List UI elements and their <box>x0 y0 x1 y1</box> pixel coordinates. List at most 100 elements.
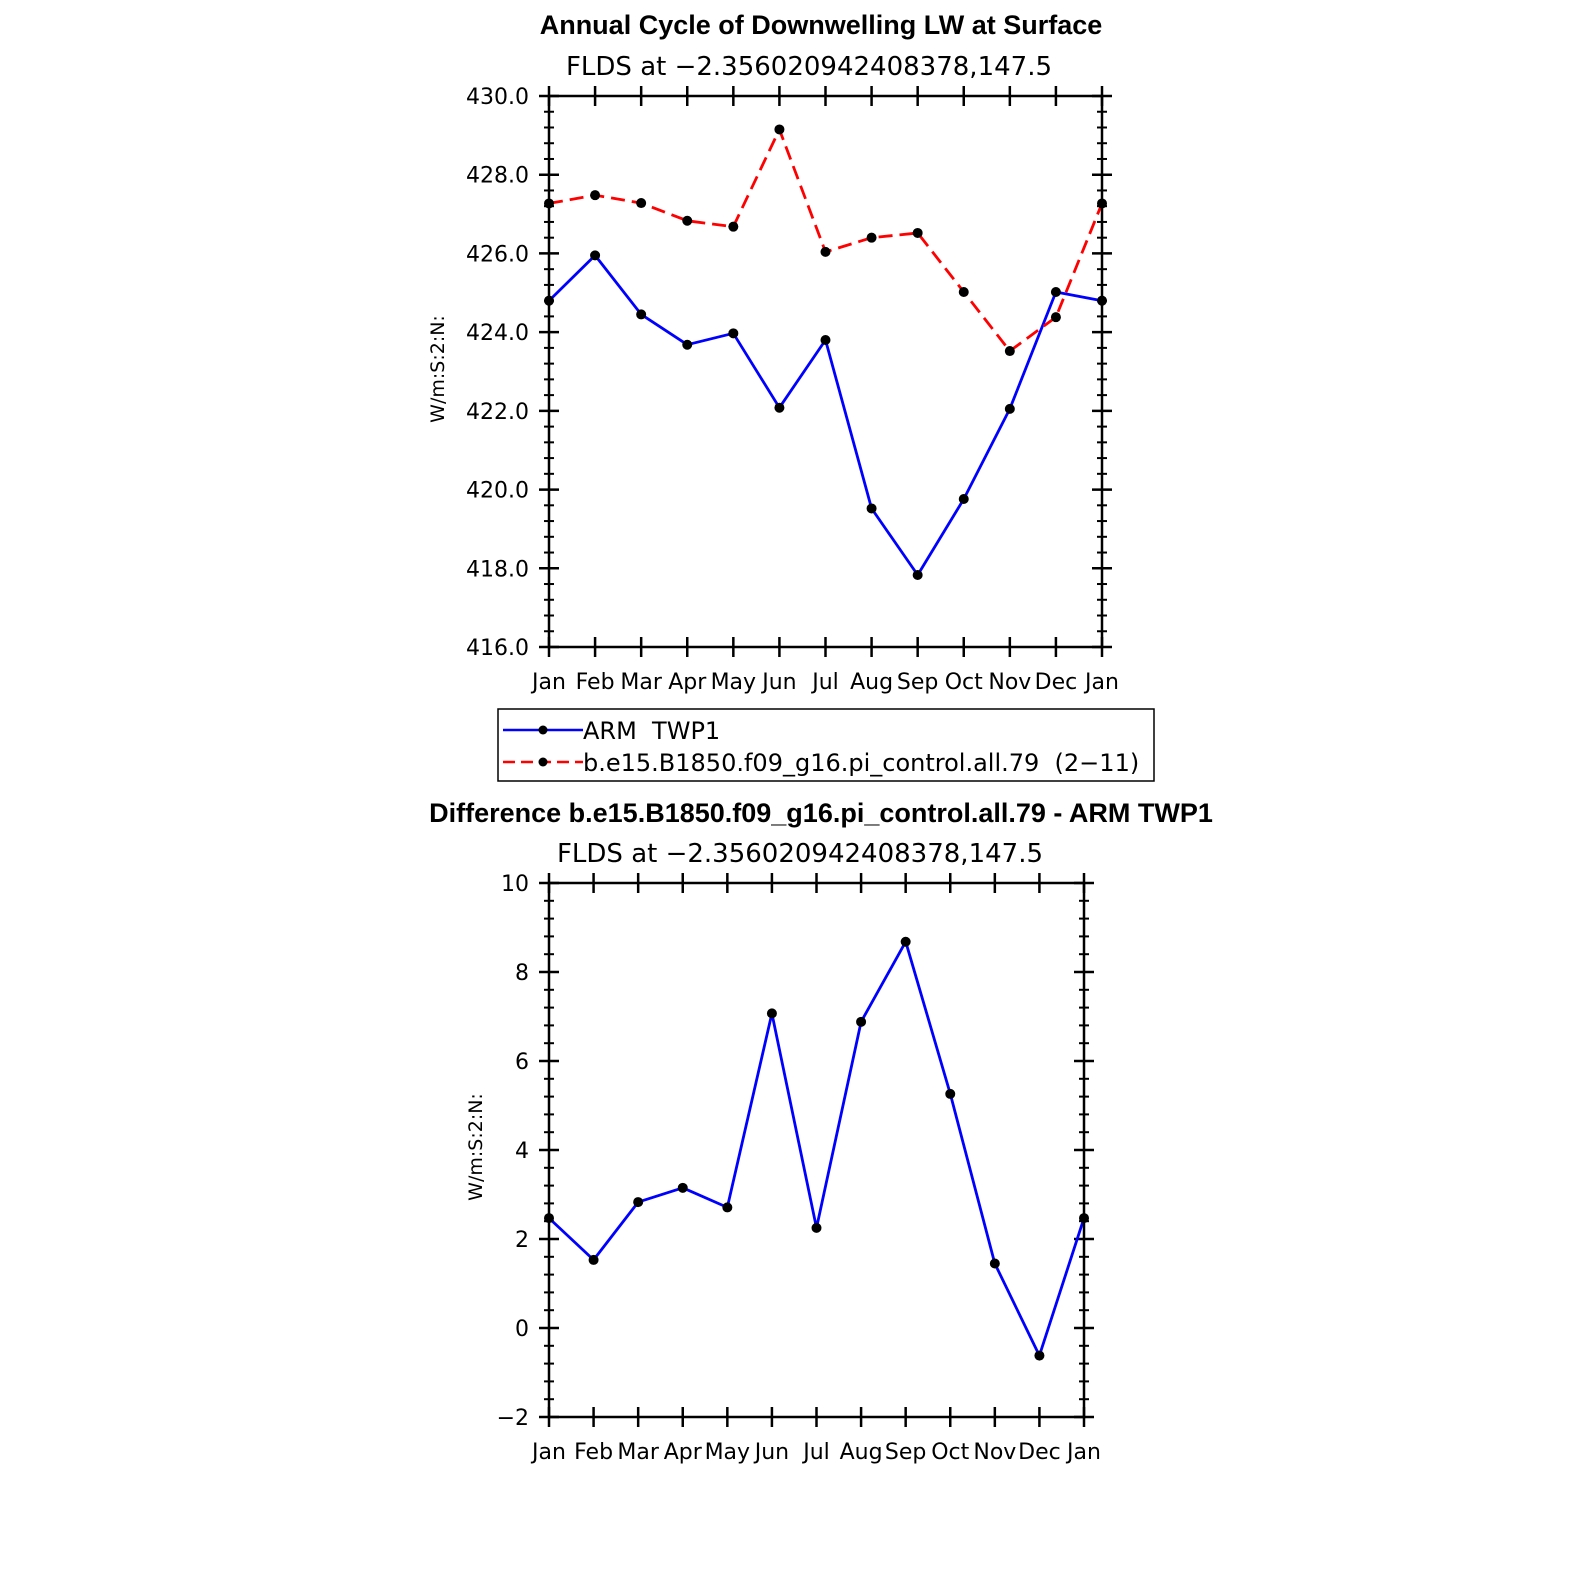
top-chart-xtick-label: Nov <box>988 670 1031 695</box>
bottom-chart-xtick-label: Jan <box>1065 1440 1101 1465</box>
bottom-chart-ytick-label: 8 <box>515 961 529 986</box>
legend-label-series-2: b.e15.B1850.f09_g16.pi_control.all.79 (2… <box>583 749 1139 777</box>
top-chart-series-2-point <box>820 246 831 257</box>
bottom-chart-xtick-label: Sep <box>885 1440 926 1465</box>
top-chart-xtick-label: Aug <box>850 670 893 695</box>
top-chart-ylabel: W/m:S:2:N: <box>427 315 449 423</box>
top-chart-ytick-label: 416.0 <box>466 636 529 661</box>
top-chart-xtick-label: Dec <box>1035 670 1078 695</box>
bottom-chart-xtick-label: Feb <box>574 1440 613 1465</box>
top-chart-series-2-point <box>774 124 785 135</box>
bottom-chart-xtick-label: Jan <box>530 1440 566 1465</box>
top-chart-series-1-point <box>958 494 969 505</box>
bottom-chart-xtick-label: Jul <box>801 1440 830 1465</box>
top-chart-series-2-point <box>682 215 693 226</box>
legend-entry-arm: ARM TWP1 <box>503 717 720 745</box>
top-chart-ytick-label: 420.0 <box>466 479 529 504</box>
bottom-chart-xtick-label: Aug <box>840 1440 883 1465</box>
top-chart-series-1-point <box>590 250 601 261</box>
top-chart-series-1-point <box>1004 403 1015 414</box>
top-chart-series-2-point <box>590 190 601 201</box>
bottom-chart-series-1-point <box>722 1202 733 1213</box>
bottom-chart-series-1-point <box>1034 1350 1045 1361</box>
bottom-chart-ytick-label: 4 <box>515 1139 529 1164</box>
bottom-chart-series-1-point <box>766 1008 777 1019</box>
top-chart-series-1-point <box>912 569 923 580</box>
bottom-chart-ytick-label: 2 <box>515 1228 529 1253</box>
top-chart-frame <box>547 94 1104 649</box>
legend-swatch-marker <box>538 725 548 735</box>
bottom-chart-ylabel: W/m:S:2:N: <box>465 1093 487 1201</box>
bottom-chart-series-1-point <box>989 1258 1000 1269</box>
bottom-chart-series-1-point <box>811 1222 822 1233</box>
bottom-chart-series-1-line <box>548 940 1086 1357</box>
top-chart-xtick-label: Oct <box>945 670 983 695</box>
top-chart-series-2-point <box>958 286 969 297</box>
bottom-chart-series-1-point <box>633 1197 644 1208</box>
top-chart-xtick-label: Jul <box>810 670 839 695</box>
top-chart-ytick-label: 422.0 <box>466 400 529 425</box>
bottom-chart-series-1-point <box>588 1254 599 1265</box>
top-chart-series-1-point <box>774 402 785 413</box>
top-chart-xtick-label: Apr <box>668 670 707 695</box>
top-chart-xtick-label: Mar <box>620 670 662 695</box>
top-chart-ytick-label: 424.0 <box>466 321 529 346</box>
top-chart-series-2-point <box>636 198 647 209</box>
top-chart-plot-area <box>544 124 1107 580</box>
top-chart-series-2-point <box>912 227 923 238</box>
bottom-chart-xtick-label: Apr <box>664 1440 703 1465</box>
bottom-chart-series-1-point <box>856 1016 867 1027</box>
bottom-chart-series-1-point <box>677 1182 688 1193</box>
top-chart-xtick-label: Jan <box>1083 670 1119 695</box>
bottom-chart-ytick-label: 6 <box>515 1050 529 1075</box>
top-chart-series-1-point <box>1050 286 1061 297</box>
top-chart-xtick-label: Jun <box>760 670 796 695</box>
bottom-chart-xtick-label: Mar <box>617 1440 659 1465</box>
top-chart-series-2-point <box>728 221 739 232</box>
bottom-chart-subtitle: FLDS at −2.356020942408378,147.5 <box>557 839 1043 869</box>
bottom-chart-xtick-label: May <box>705 1440 750 1465</box>
top-chart-series-2-line <box>548 128 1104 353</box>
top-chart-series-1-point <box>682 339 693 350</box>
legend-swatch-marker <box>538 757 548 767</box>
bottom-chart-xtick-label: Oct <box>931 1440 969 1465</box>
bottom-chart-xtick-label: Jun <box>753 1440 789 1465</box>
top-chart-axes: 416.0 418.0 420.0 422.0 424.0 426.0 428.0 430.0… <box>466 85 1119 695</box>
top-chart-series-1-line <box>548 253 1103 577</box>
legend-box <box>497 708 1155 782</box>
bottom-chart-series-1-point <box>945 1088 956 1099</box>
top-chart: Annual Cycle of Downwelling LW at Surfac… <box>427 10 1119 695</box>
bottom-chart-plot-area <box>544 936 1089 1361</box>
top-chart-series-1-point <box>728 328 739 339</box>
top-chart-ytick-label: 418.0 <box>466 557 529 582</box>
legend-entry-model: b.e15.B1850.f09_g16.pi_control.all.79 (2… <box>503 749 1139 777</box>
top-chart-xtick-label: May <box>711 670 756 695</box>
top-chart-xtick-label: Jan <box>530 670 566 695</box>
top-chart-title: Annual Cycle of Downwelling LW at Surfac… <box>540 10 1103 40</box>
bottom-chart-axes: −2 0 2 4 6 8 10 Jan Feb Mar Apr May Jun Jul Aug Sep Oct N… <box>497 872 1101 1465</box>
top-chart-series-1-point <box>636 309 647 320</box>
bottom-chart-title: Difference b.e15.B1850.f09_g16.pi_contro… <box>429 798 1213 828</box>
top-chart-series-2-point <box>1004 346 1015 357</box>
top-chart-subtitle: FLDS at −2.356020942408378,147.5 <box>566 52 1052 82</box>
top-chart-series-2-point <box>866 232 877 243</box>
bottom-chart-ytick-label: 0 <box>515 1317 529 1342</box>
bottom-chart: Difference b.e15.B1850.f09_g16.pi_contro… <box>429 798 1213 1465</box>
top-chart-series-2-point <box>1050 312 1061 323</box>
legend: ARM TWP1 b.e15.B1850.f09_g16.pi_control.… <box>497 708 1155 782</box>
legend-label-series-1: ARM TWP1 <box>583 717 720 745</box>
top-chart-xtick-label: Sep <box>897 670 938 695</box>
bottom-chart-frame <box>547 881 1086 1419</box>
bottom-chart-xtick-label: Nov <box>973 1440 1016 1465</box>
top-chart-xtick-label: Feb <box>576 670 615 695</box>
top-chart-ytick-label: 426.0 <box>466 242 529 267</box>
top-chart-ytick-label: 428.0 <box>466 164 529 189</box>
bottom-chart-ytick-label: 10 <box>501 872 529 897</box>
bottom-chart-xtick-label: Dec <box>1018 1440 1061 1465</box>
bottom-chart-series-1-point <box>900 936 911 947</box>
top-chart-ytick-label: 430.0 <box>466 85 529 110</box>
bottom-chart-ytick-label: −2 <box>497 1406 529 1431</box>
top-chart-series-1-point <box>866 503 877 514</box>
top-chart-series-1-point <box>820 335 831 346</box>
